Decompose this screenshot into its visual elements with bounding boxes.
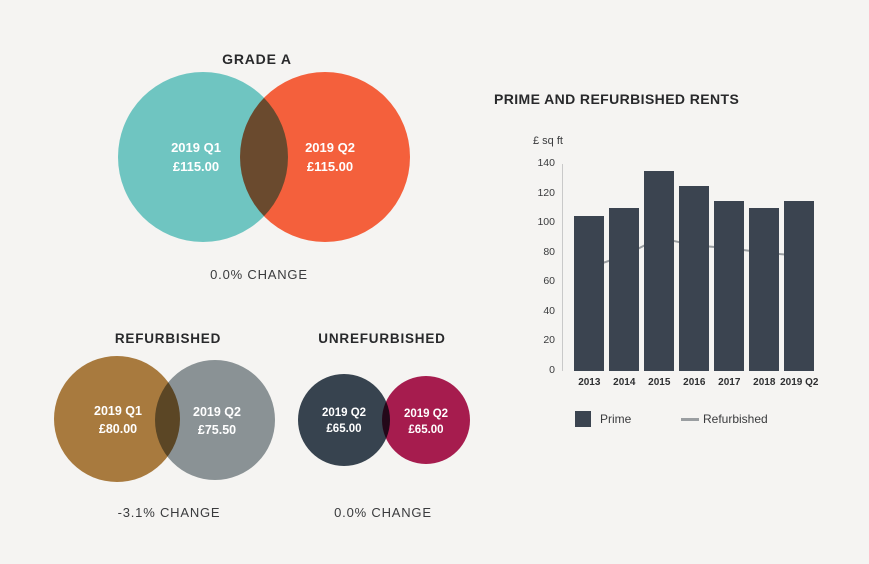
- value-label: £65.00: [408, 424, 444, 436]
- bar-2014: [609, 208, 640, 371]
- legend-line-refurbished: [681, 418, 699, 421]
- y-axis-label: £ sq ft: [533, 135, 563, 147]
- change-label: -3.1% CHANGE: [117, 505, 221, 520]
- venn-circle-left: [298, 374, 390, 466]
- value-label: £75.50: [197, 423, 237, 437]
- venn-label-q1: 2019 Q1 £115.00: [146, 138, 246, 176]
- bar-2015: [644, 171, 675, 371]
- venn-refurbished-title: REFURBISHED: [114, 331, 222, 347]
- x-tick-label: 2016: [683, 377, 706, 388]
- venn-label-q1: 2019 Q1 £80.00: [68, 402, 168, 438]
- chart-title: PRIME AND REFURBISHED RENTS: [494, 90, 740, 107]
- value-label: £115.00: [172, 159, 220, 174]
- period-label: 2019 Q2: [403, 408, 449, 420]
- x-tick-label: 2013: [578, 377, 601, 388]
- x-tick-label: 2015: [648, 377, 671, 388]
- bar-2019 Q2: [784, 201, 815, 371]
- venn-circle-q1: [118, 72, 288, 242]
- venn-label-right: 2019 Q2 £65.00: [376, 406, 476, 438]
- venn-label-q2: 2019 Q2 £75.50: [167, 403, 267, 439]
- venn-circle-right: [382, 376, 470, 464]
- y-tick-label: 60: [543, 275, 555, 288]
- y-tick-label: 40: [543, 304, 555, 317]
- y-tick-label: 80: [543, 245, 555, 258]
- period-label: 2019 Q1: [94, 404, 142, 418]
- value-label: £65.00: [326, 423, 362, 435]
- value-label: £115.00: [306, 159, 354, 174]
- legend-label-prime: Prime: [600, 412, 632, 426]
- legend-label-refurbished: Refurbished: [703, 412, 768, 426]
- bar-2018: [749, 208, 780, 371]
- bar-2013: [574, 215, 605, 371]
- venn-label-q2: 2019 Q2 £115.00: [280, 138, 380, 176]
- x-tick-label: 2019 Q2: [780, 377, 819, 388]
- value-label: £80.00: [98, 422, 138, 436]
- y-tick-label: 0: [549, 364, 555, 376]
- venn-label-left: 2019 Q2 £65.00: [294, 405, 394, 437]
- bar-2017: [714, 201, 745, 371]
- venn-grade-a-title: GRADE A: [222, 50, 292, 67]
- venn-circle-q2: [240, 72, 410, 242]
- x-tick-label: 2018: [753, 377, 776, 388]
- bar-2016: [679, 186, 710, 371]
- legend-swatch-prime: [575, 411, 591, 427]
- y-tick-label: 120: [537, 186, 555, 199]
- period-label: 2019 Q2: [305, 140, 355, 155]
- period-label: 2019 Q2: [193, 405, 241, 419]
- y-tick-label: 20: [543, 334, 555, 347]
- y-tick-label: 100: [537, 216, 555, 229]
- change-label: 0.0% CHANGE: [210, 267, 308, 282]
- x-tick-label: 2014: [613, 377, 636, 388]
- period-label: 2019 Q1: [171, 140, 221, 155]
- plot-area: 0 20 40 60 80 100 120 140 2013 2014 2015 2016 2017 20…: [537, 157, 819, 388]
- venn-circle-q2: [155, 360, 275, 480]
- x-tick-label: 2017: [718, 377, 741, 388]
- change-label: 0.0% CHANGE: [334, 505, 432, 520]
- venn-unrefurbished-title: UNREFURBISHED: [318, 331, 446, 347]
- period-label: 2019 Q2: [321, 407, 367, 419]
- venn-circle-q1: [54, 356, 180, 482]
- y-tick-label: 140: [537, 157, 555, 169]
